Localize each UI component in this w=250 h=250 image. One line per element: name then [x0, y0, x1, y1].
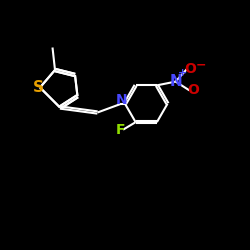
Text: N: N — [169, 74, 182, 89]
Text: +: + — [178, 68, 187, 78]
Text: −: − — [196, 59, 206, 72]
Text: N: N — [116, 93, 127, 107]
Text: F: F — [116, 123, 125, 137]
Text: S: S — [33, 80, 44, 95]
Text: O: O — [185, 62, 196, 76]
Text: O: O — [187, 83, 199, 97]
